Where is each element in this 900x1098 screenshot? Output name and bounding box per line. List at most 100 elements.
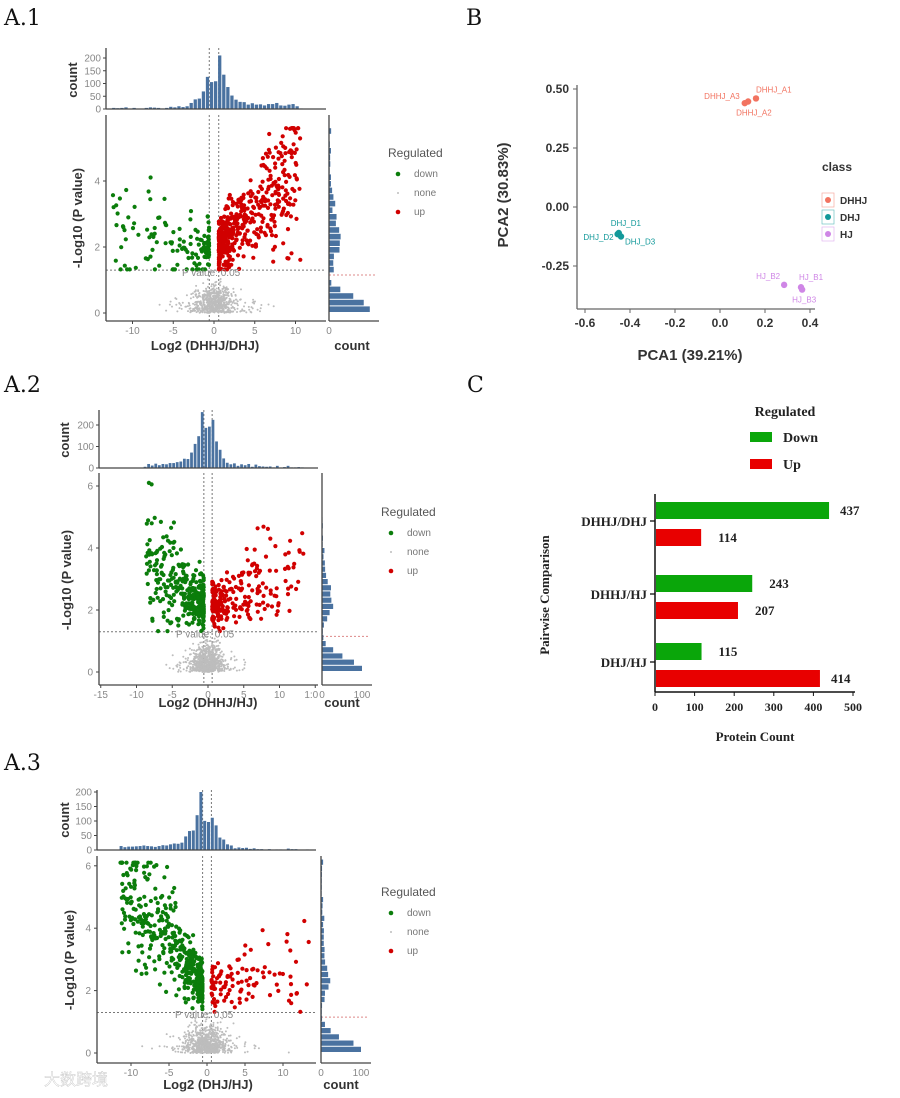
a2-point-none — [213, 637, 216, 640]
a1-point-up — [260, 219, 265, 224]
a3-point-down — [179, 939, 184, 944]
a1-point-down — [205, 246, 210, 252]
pca-legend-key-dhj — [825, 214, 831, 220]
a2-point-down — [195, 611, 200, 616]
a1-point-up — [291, 126, 296, 131]
a2-point-down — [200, 609, 205, 615]
a3-top-hist-bar — [165, 845, 169, 850]
a3-point-none — [194, 1017, 197, 1020]
a1-point-down — [193, 227, 198, 232]
a3-point-down — [188, 965, 193, 970]
a3-right-hist-label: count — [323, 1077, 359, 1092]
a1-point-down — [170, 248, 175, 253]
a1-point-none — [272, 305, 275, 308]
a2-point-none — [198, 646, 200, 649]
a2-point-none — [233, 666, 236, 669]
a1-point-none — [220, 306, 223, 309]
a3-point-up — [244, 978, 249, 983]
a3-point-down — [169, 970, 174, 975]
a2-point-none — [215, 645, 218, 648]
a1-point-down — [190, 267, 195, 272]
a1-point-none — [224, 288, 227, 291]
a1-y-tick-label: 2 — [94, 243, 100, 254]
a3-point-down — [163, 936, 168, 942]
a3-point-none — [223, 1046, 225, 1049]
a2-point-none — [182, 668, 185, 671]
a3-point-down — [122, 917, 128, 922]
a3-top-hist-bar — [237, 847, 241, 850]
a3-point-none — [203, 1048, 206, 1051]
a3-top-hist-label: count — [57, 802, 72, 838]
a3-point-none — [216, 1026, 219, 1029]
a1-point-none — [231, 310, 234, 313]
a3-point-up — [212, 1009, 217, 1014]
a2-point-up — [276, 603, 281, 608]
a1-point-up — [269, 233, 275, 238]
a3-top-hist-bar — [188, 831, 191, 850]
a2-top-hist-bar — [190, 452, 193, 468]
a3-top-hist-bar — [207, 821, 210, 850]
a2-point-none — [217, 659, 220, 662]
a3-point-down — [199, 958, 204, 963]
a2-right-hist-bar — [322, 616, 328, 622]
a1-point-up — [244, 238, 249, 243]
a1-point-up — [225, 215, 230, 220]
a1-point-down — [148, 175, 153, 180]
a3-point-down — [133, 968, 139, 973]
a3-top-hist-bar — [153, 846, 157, 850]
a1-point-none — [210, 285, 213, 288]
panel-label-c: C — [467, 373, 484, 398]
a2-x-tick-label: 1:0 — [304, 690, 318, 701]
a3-point-none — [210, 1047, 213, 1050]
a3-point-none — [227, 1049, 230, 1052]
a2-point-up — [217, 629, 222, 634]
a3-point-down — [153, 886, 158, 891]
a2-right-hist-bar — [322, 622, 324, 628]
pca-x-tick-label: 0.2 — [757, 316, 774, 330]
a1-point-up — [298, 136, 303, 141]
a1-point-down — [190, 255, 195, 260]
a3-point-none — [207, 1034, 210, 1037]
a2-point-none — [241, 668, 244, 671]
a1-top-hist-bar — [250, 103, 254, 109]
a1-point-up — [265, 154, 270, 159]
a3-point-none — [199, 1034, 202, 1037]
a3-right-hist-bar — [321, 971, 329, 978]
a1-point-up — [292, 173, 297, 178]
a3-point-none — [208, 1041, 211, 1044]
a3-point-up — [276, 988, 281, 994]
a3-point-none — [227, 1039, 230, 1042]
a2-point-up — [256, 570, 261, 575]
a2-point-up — [246, 570, 251, 575]
a2-point-up — [264, 585, 269, 590]
pca-legend-box-dhj — [821, 209, 835, 225]
a1-point-none — [225, 301, 228, 303]
pca-y-tick-label: 0.50 — [546, 82, 570, 96]
a2-right-hist-bar — [322, 603, 334, 609]
a3-point-none — [217, 1041, 220, 1044]
a3-point-none — [184, 1049, 187, 1052]
a3-point-down — [191, 979, 196, 984]
a1-point-none — [219, 300, 222, 303]
a3-point-down — [191, 947, 196, 952]
a3-point-down — [185, 961, 190, 966]
a2-point-none — [244, 661, 247, 664]
a3-point-none — [178, 1045, 181, 1048]
a3-point-none — [222, 1048, 225, 1051]
a1-point-down — [115, 211, 120, 216]
a1-point-none — [188, 307, 191, 310]
bar-value-label: 207 — [755, 603, 775, 618]
a2-point-down — [151, 597, 156, 603]
a2-point-up — [229, 586, 234, 592]
a3-point-none — [207, 1046, 210, 1049]
a3-point-none — [190, 1040, 193, 1042]
a2-point-down — [192, 586, 197, 591]
a3-point-down — [140, 932, 145, 938]
a1-point-none — [217, 309, 220, 312]
a3-point-down — [145, 877, 150, 882]
a1-point-up — [272, 219, 277, 224]
a1-point-none — [193, 290, 196, 293]
a1-right-hist-bar — [329, 260, 334, 266]
a2-point-none — [224, 659, 227, 662]
a3-point-none — [187, 1050, 190, 1053]
